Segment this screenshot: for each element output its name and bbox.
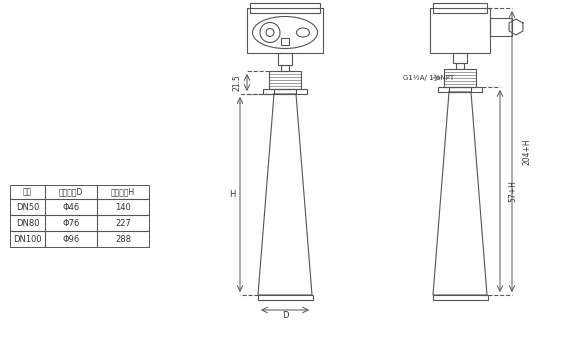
Bar bbox=[438, 87, 482, 92]
Bar bbox=[433, 3, 487, 13]
Text: 288: 288 bbox=[115, 235, 131, 243]
Bar bbox=[274, 89, 296, 94]
Bar bbox=[433, 295, 488, 300]
Text: D: D bbox=[282, 312, 288, 320]
Text: Φ76: Φ76 bbox=[63, 219, 80, 227]
Bar bbox=[250, 3, 320, 13]
Text: 204+H: 204+H bbox=[522, 138, 531, 165]
Text: 21.5: 21.5 bbox=[233, 74, 242, 91]
Bar bbox=[453, 53, 467, 63]
Bar bbox=[10, 185, 149, 247]
Text: 57+H: 57+H bbox=[508, 180, 517, 202]
Bar bbox=[281, 65, 289, 71]
Text: 喘口直径D: 喘口直径D bbox=[59, 187, 83, 197]
Bar bbox=[278, 53, 292, 65]
Text: 喘口高度H: 喘口高度H bbox=[111, 187, 135, 197]
Bar bbox=[281, 38, 289, 44]
Text: Φ46: Φ46 bbox=[63, 202, 80, 212]
Text: DN100: DN100 bbox=[13, 235, 42, 243]
Bar bbox=[444, 69, 476, 87]
Bar bbox=[269, 71, 301, 89]
Text: 140: 140 bbox=[115, 202, 131, 212]
Text: DN50: DN50 bbox=[16, 202, 39, 212]
Bar bbox=[263, 89, 307, 94]
Text: Φ96: Φ96 bbox=[63, 235, 80, 243]
Bar bbox=[490, 18, 512, 36]
Bar bbox=[430, 8, 490, 53]
Text: 227: 227 bbox=[115, 219, 131, 227]
Text: G1½A/ 1½NPT: G1½A/ 1½NPT bbox=[403, 75, 454, 81]
Text: DN80: DN80 bbox=[15, 219, 39, 227]
Bar bbox=[449, 87, 471, 92]
Bar bbox=[247, 8, 323, 53]
Text: H: H bbox=[230, 190, 236, 199]
Bar bbox=[456, 63, 464, 69]
Text: 法兰: 法兰 bbox=[23, 187, 32, 197]
Bar bbox=[258, 295, 313, 300]
